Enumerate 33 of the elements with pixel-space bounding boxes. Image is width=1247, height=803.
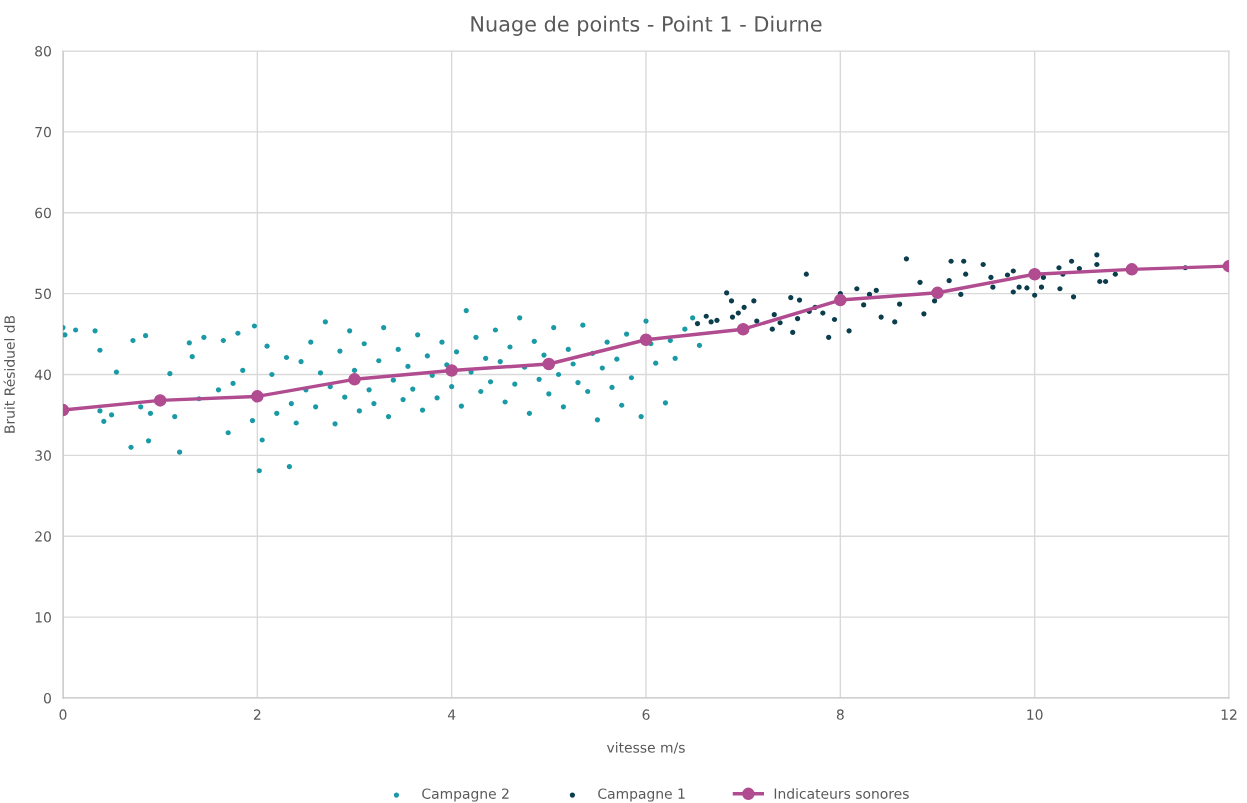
point: [348, 373, 361, 386]
point: [445, 364, 458, 377]
point: [639, 333, 653, 346]
point: [1028, 267, 1041, 281]
y-tick-label: 80: [35, 45, 51, 57]
x-tick-label: 4: [447, 709, 456, 720]
legend-label: Indicateurs sonores: [774, 788, 909, 799]
x-tick-label: 12: [1221, 709, 1237, 720]
y-tick-label: 10: [35, 612, 51, 623]
y-tick-label: 20: [35, 531, 51, 542]
legend-label: Campagne 2: [422, 788, 509, 802]
y-tick-label: 50: [35, 288, 51, 300]
point: [1125, 263, 1139, 276]
x-tick-label: 0: [59, 709, 67, 720]
point: [931, 286, 944, 300]
y-tick-label: 0: [43, 692, 51, 704]
x-tick-label: 6: [642, 709, 650, 720]
point: [834, 293, 847, 307]
point: [251, 390, 264, 403]
legend-label: Campagne 1: [598, 788, 685, 802]
x-tick-label: 8: [836, 709, 844, 720]
y-tick-label: 40: [34, 369, 51, 380]
chart-title: Nuage de points - Point 1 - Diurne: [471, 15, 822, 36]
point: [542, 357, 556, 371]
x-tick-label: 10: [1027, 709, 1043, 720]
x-tick-label: 2: [253, 709, 261, 720]
point: [153, 394, 167, 407]
y-tick-label: 60: [35, 207, 51, 219]
x-axis-title: vitesse m/s: [606, 742, 685, 754]
point: [736, 322, 750, 336]
y-tick-label: 70: [35, 126, 51, 138]
y-axis-title: Bruit Résiduel dB: [3, 315, 15, 433]
y-tick-label: 30: [35, 450, 51, 461]
